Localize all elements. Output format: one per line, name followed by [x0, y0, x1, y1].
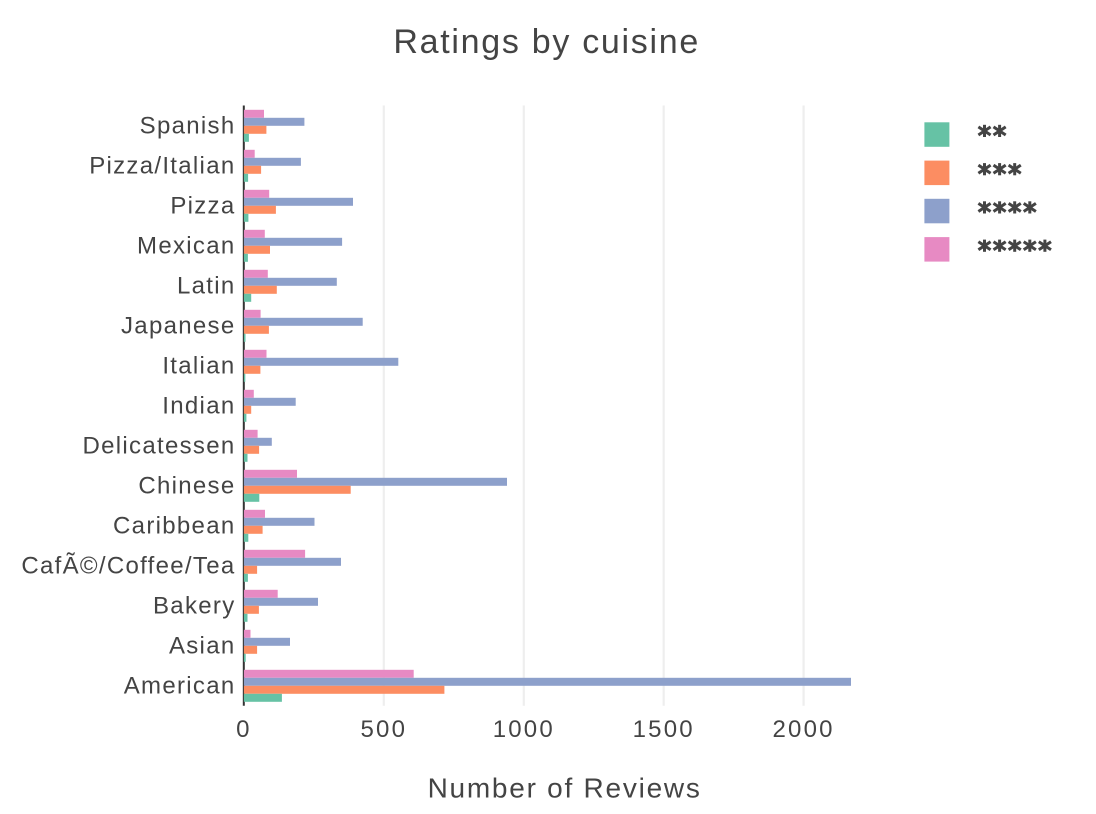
svg-text:Delicatessen: Delicatessen	[82, 432, 235, 459]
svg-text:Bakery: Bakery	[153, 592, 236, 619]
svg-text:Ratings by cuisine: Ratings by cuisine	[393, 23, 700, 61]
svg-text:Indian: Indian	[162, 392, 235, 419]
svg-text:1000: 1000	[493, 716, 555, 743]
svg-text:2000: 2000	[772, 716, 834, 743]
svg-text:Asian: Asian	[169, 632, 236, 659]
svg-text:Caribbean: Caribbean	[113, 512, 235, 539]
svg-text:Spanish: Spanish	[140, 112, 236, 139]
svg-text:Pizza: Pizza	[170, 192, 235, 219]
svg-text:Latin: Latin	[177, 272, 236, 299]
svg-text:Pizza/Italian: Pizza/Italian	[89, 152, 235, 179]
svg-text:0: 0	[236, 716, 252, 743]
svg-text:500: 500	[360, 716, 407, 743]
svg-text:1500: 1500	[633, 716, 695, 743]
svg-text:Mexican: Mexican	[137, 232, 235, 259]
svg-text:Number of Reviews: Number of Reviews	[428, 772, 702, 803]
svg-text:Chinese: Chinese	[138, 472, 235, 499]
svg-text:Italian: Italian	[162, 352, 235, 379]
svg-text:Japanese: Japanese	[121, 312, 236, 339]
svg-text:American: American	[124, 672, 236, 699]
svg-text:CafÃ©/Coffee/Tea: CafÃ©/Coffee/Tea	[21, 552, 235, 579]
